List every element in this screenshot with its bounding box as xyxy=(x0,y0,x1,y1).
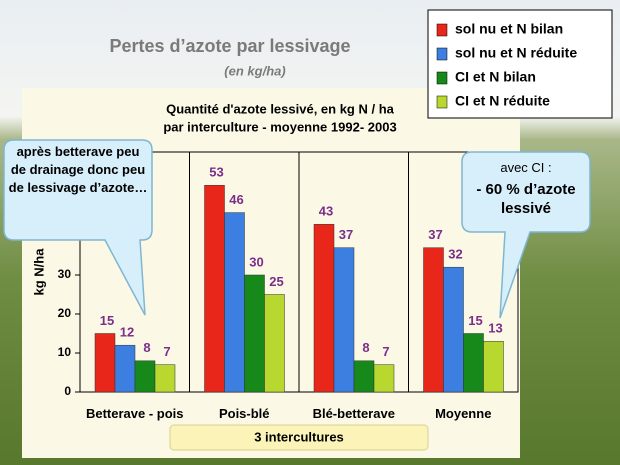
callout-text: avec CI : xyxy=(500,160,552,175)
bar xyxy=(333,247,355,393)
data-label: 12 xyxy=(120,325,134,340)
legend-swatch xyxy=(436,95,448,109)
chart-title: par interculture - moyenne 1992- 2003 xyxy=(163,119,396,134)
data-label: 43 xyxy=(319,204,333,219)
y-tick-label: 10 xyxy=(58,345,72,359)
data-label: 46 xyxy=(229,192,243,207)
x-tick-label: Betterave - pois xyxy=(85,406,184,421)
slide-title: Pertes d’azote par lessivage xyxy=(109,36,350,56)
callout-left xyxy=(3,139,153,316)
data-label: 37 xyxy=(428,227,442,242)
x-tick-label: Blé-betterave xyxy=(312,406,395,421)
data-label: 15 xyxy=(468,313,482,328)
data-label: 13 xyxy=(488,321,502,336)
legend-swatch xyxy=(436,23,448,37)
y-axis-label: kg N/ha xyxy=(31,248,46,296)
x-label-box xyxy=(169,424,429,451)
data-label: 53 xyxy=(209,165,223,180)
data-label: 25 xyxy=(269,274,283,289)
callout-text: - 60 % d’azote lessivé xyxy=(476,181,576,217)
bar xyxy=(313,224,335,393)
bar xyxy=(353,360,375,393)
data-label: 7 xyxy=(163,344,170,359)
y-tick-label: 20 xyxy=(58,306,72,320)
bar xyxy=(204,185,225,393)
bar xyxy=(94,333,116,393)
bar xyxy=(373,364,395,393)
bar xyxy=(224,212,245,393)
chart-title: Quantité d'azote lessivé, en kg N / ha xyxy=(166,101,395,116)
data-label: 37 xyxy=(339,227,353,242)
x-axis-label: 3 intercultures xyxy=(254,429,344,444)
bar xyxy=(154,364,176,393)
data-label: 8 xyxy=(143,340,150,355)
bar xyxy=(114,344,136,393)
bar xyxy=(443,266,464,393)
legend-label: sol nu et N bilan xyxy=(455,21,563,37)
y-tick-label: 0 xyxy=(64,384,71,398)
x-tick-label: Moyenne xyxy=(435,406,492,421)
legend-swatch xyxy=(436,47,448,61)
data-label: 30 xyxy=(249,254,263,269)
bar xyxy=(244,274,265,393)
bar xyxy=(463,333,484,393)
data-label: 32 xyxy=(448,247,462,262)
data-label: 7 xyxy=(382,344,389,359)
legend-label: CI et N réduite xyxy=(455,93,550,109)
bar xyxy=(134,360,156,393)
bar xyxy=(483,341,504,393)
x-tick-label: Pois-blé xyxy=(218,406,270,421)
bar xyxy=(264,294,285,393)
slide-subtitle: (en kg/ha) xyxy=(224,63,285,78)
legend-label: sol nu et N réduite xyxy=(455,45,577,61)
legend xyxy=(427,9,613,119)
callout-right xyxy=(461,151,591,319)
legend-label: CI et N bilan xyxy=(455,69,536,85)
data-label: 15 xyxy=(100,313,114,328)
data-label: 8 xyxy=(362,340,369,355)
bar xyxy=(423,247,444,393)
legend-swatch xyxy=(436,71,448,85)
y-tick-label: 30 xyxy=(58,267,72,281)
callout-text: après betterave peu de drainage donc peu… xyxy=(8,144,148,195)
